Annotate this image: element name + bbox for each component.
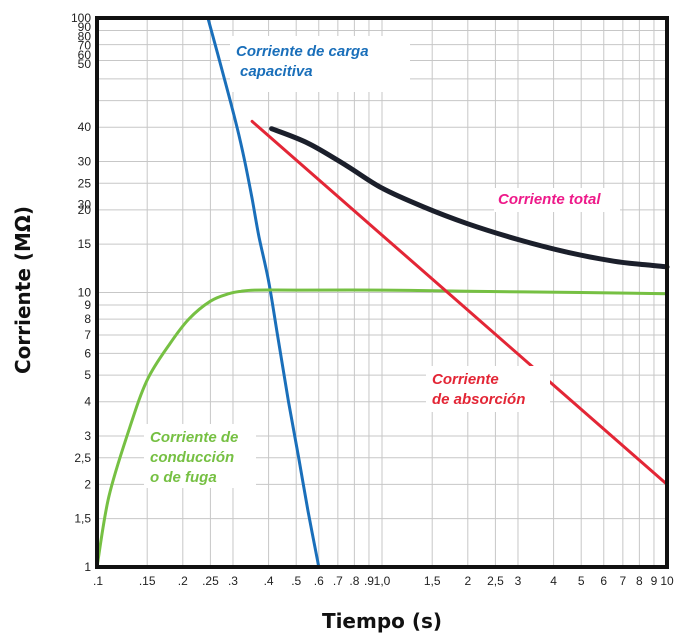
- x-tick-label: .2: [178, 574, 188, 588]
- series-annotation: Corriente de carga: [236, 43, 369, 60]
- y-tick-label: 100: [71, 11, 91, 25]
- y-tick-label: 9: [84, 298, 91, 312]
- x-tick-label: .6: [314, 574, 324, 588]
- series-line: [206, 16, 321, 569]
- y-tick-label: 2: [84, 477, 91, 491]
- series-annotation: o de fuga: [150, 469, 217, 486]
- y-tick-label: 1: [84, 560, 91, 574]
- x-tick-label: .15: [139, 574, 156, 588]
- y-tick-label: 70: [78, 39, 92, 53]
- y-tick-label: 2,5: [74, 451, 91, 465]
- x-axis-title: Tiempo (s): [322, 609, 442, 633]
- y-tick-label: 80: [78, 29, 92, 43]
- y-tick-label: 5: [84, 368, 91, 382]
- x-tick-label: .25: [202, 574, 219, 588]
- series-annotation: Corriente de: [150, 429, 238, 446]
- y-tick-label: 40: [78, 120, 92, 134]
- annotation-background: [230, 36, 410, 92]
- x-tick-label: .9: [364, 574, 374, 588]
- series-annotation: Corriente: [432, 371, 499, 388]
- x-tick-label: 4: [550, 574, 557, 588]
- x-tick-label: .8: [349, 574, 359, 588]
- series-line: [95, 288, 669, 569]
- x-tick-label: 5: [578, 574, 585, 588]
- x-tick-label: .4: [264, 574, 274, 588]
- y-tick-label: 10: [78, 286, 92, 300]
- y-tick-label: 20: [78, 203, 92, 217]
- x-tick-label: 10: [660, 574, 674, 588]
- series-line: [269, 126, 670, 270]
- series-line: [250, 119, 669, 486]
- annotation-background: [494, 188, 620, 212]
- x-tick-label: 3: [515, 574, 522, 588]
- y-tick-label: 7: [84, 328, 91, 342]
- y-tick-label: 25: [78, 176, 92, 190]
- y-tick-label: 1,5: [74, 512, 91, 526]
- x-tick-label: .7: [333, 574, 343, 588]
- y-tick-label: 6: [84, 346, 91, 360]
- plot-frame: [95, 16, 669, 569]
- x-tick-label: .5: [291, 574, 301, 588]
- x-tick-label: .1: [93, 574, 103, 588]
- series-annotation: de absorción: [432, 391, 525, 408]
- series-lines: [95, 16, 670, 569]
- x-tick-label: 2,5: [487, 574, 504, 588]
- y-tick-label: 4: [84, 395, 91, 409]
- x-tick-label: 7: [620, 574, 627, 588]
- x-tick-label: 6: [600, 574, 607, 588]
- y-tick-label: 60: [78, 48, 92, 62]
- y-tick-label: 15: [78, 237, 92, 251]
- y-tick-label: 50: [78, 57, 92, 71]
- annotation-background: [426, 366, 550, 412]
- x-tick-label: 2: [464, 574, 471, 588]
- x-tick-label: 9: [651, 574, 658, 588]
- y-tick-label: 90: [78, 20, 92, 34]
- y-tick-label: 30: [78, 155, 92, 169]
- x-tick-label: 1,5: [424, 574, 441, 588]
- annotation-background: [144, 424, 256, 488]
- series-annotation: capacitiva: [240, 63, 313, 80]
- x-tick-label: .3: [228, 574, 238, 588]
- series-annotation: conducción: [150, 449, 234, 466]
- annotations: Corriente de carga capacitiva Corriente de…: [144, 36, 620, 488]
- y-axis-title: Corriente (MΩ): [11, 206, 35, 374]
- x-tick-label: 1,0: [374, 574, 391, 588]
- series-annotation: Corriente total: [498, 191, 601, 208]
- y-tick-label: 30: [78, 198, 92, 212]
- x-tick-labels: .1 .15 .2 .25 .3 .4 .5 .6 .7 .8 .9 1,0 1,5 2 2,5 3 4 5 6 7 8…: [93, 574, 674, 588]
- x-tick-label: 8: [636, 574, 643, 588]
- y-tick-label: 8: [84, 312, 91, 326]
- y-tick-label: 3: [84, 429, 91, 443]
